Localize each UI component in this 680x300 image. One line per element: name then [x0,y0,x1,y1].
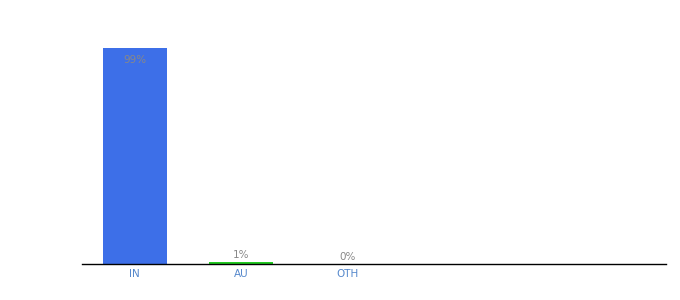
Text: 99%: 99% [123,55,146,64]
Bar [103,48,167,264]
Bar [209,262,273,264]
Text: 0%: 0% [339,252,356,262]
Text: 1%: 1% [233,250,250,260]
